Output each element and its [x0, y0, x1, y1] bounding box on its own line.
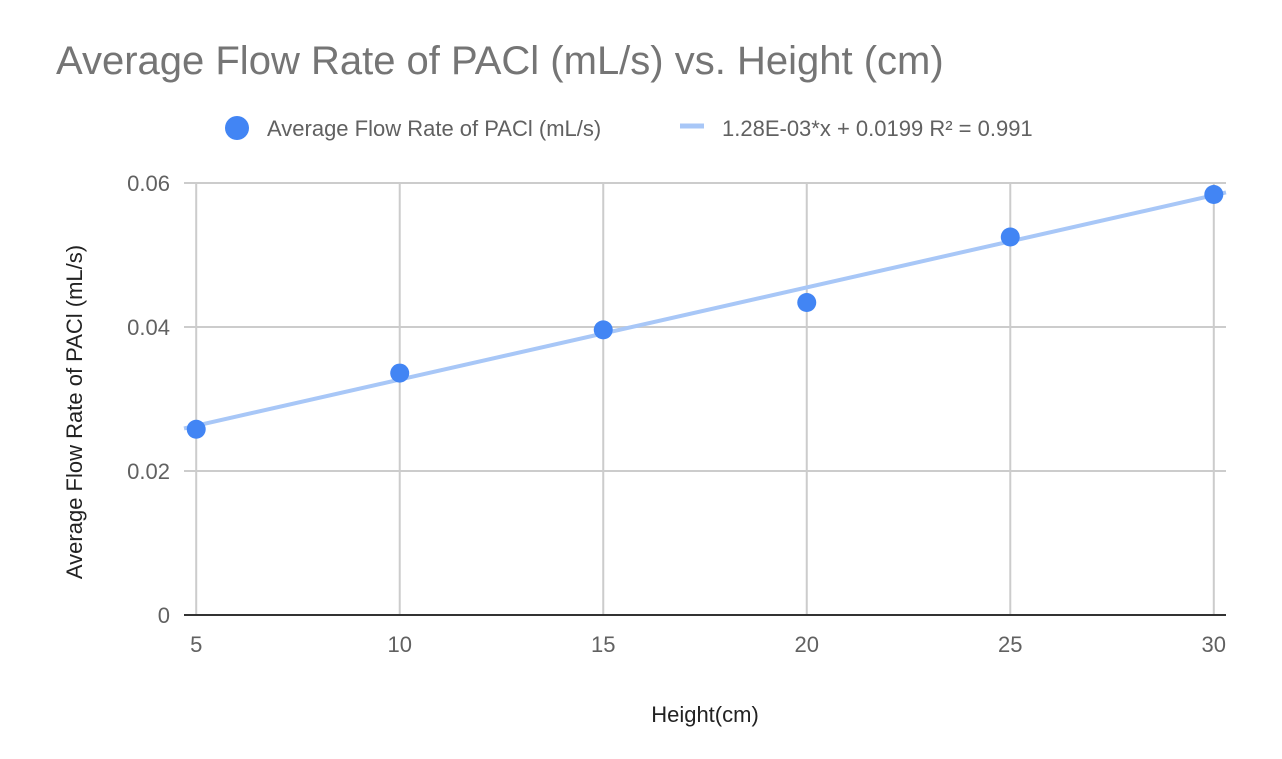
- y-tick-label: 0.06: [127, 171, 170, 196]
- y-tick-label: 0.02: [127, 459, 170, 484]
- x-axis-ticks: 5 10 15 20 25 30: [190, 632, 1226, 657]
- x-tick-label: 25: [998, 632, 1022, 657]
- trendline: [183, 190, 1227, 431]
- data-points: [186, 185, 1224, 439]
- data-point: [390, 363, 410, 383]
- x-tick-label: 5: [190, 632, 202, 657]
- y-tick-label: 0: [158, 603, 170, 628]
- x-tick-label: 15: [591, 632, 615, 657]
- legend-series-label: Average Flow Rate of PACl (mL/s): [267, 116, 601, 141]
- x-axis-label: Height(cm): [651, 702, 759, 727]
- data-point: [1204, 185, 1224, 205]
- x-tick-label: 20: [795, 632, 819, 657]
- data-point: [186, 419, 206, 439]
- legend-trendline-label: 1.28E-03*x + 0.0199 R² = 0.991: [722, 116, 1033, 141]
- y-axis-label: Average Flow Rate of PACl (mL/s): [62, 245, 87, 579]
- chart-title: Average Flow Rate of PACl (mL/s) vs. Hei…: [56, 39, 944, 83]
- data-point: [593, 320, 613, 340]
- y-axis-ticks: 0 0.02 0.04 0.06: [127, 171, 170, 628]
- legend-series-marker: [225, 116, 249, 140]
- data-point: [1000, 227, 1020, 247]
- x-tick-label: 30: [1202, 632, 1226, 657]
- legend: Average Flow Rate of PACl (mL/s) 1.28E-0…: [225, 116, 1033, 141]
- grid: [184, 182, 1226, 616]
- x-tick-label: 10: [387, 632, 411, 657]
- trendline-line: [183, 190, 1227, 431]
- y-tick-label: 0.04: [127, 315, 170, 340]
- data-point: [797, 293, 817, 313]
